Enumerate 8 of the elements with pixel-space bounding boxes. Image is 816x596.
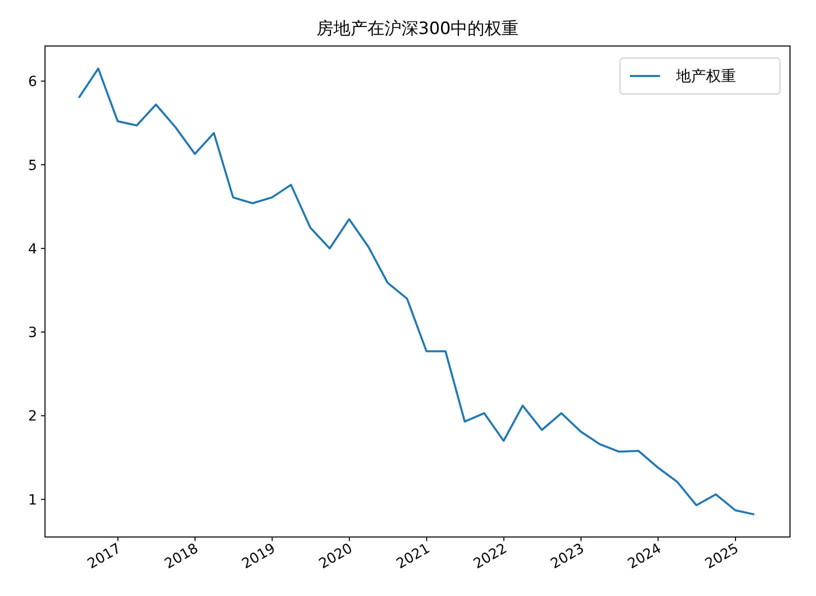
chart-title: 房地产在沪深300中的权重 (316, 19, 519, 39)
y-tick-label: 4 (28, 241, 38, 258)
legend-label: 地产权重 (675, 67, 736, 85)
y-tick-label: 3 (28, 325, 37, 342)
y-tick-label: 6 (28, 74, 38, 90)
y-tick-label: 1 (28, 492, 37, 508)
y-tick-label: 2 (28, 408, 37, 425)
y-tick-label: 5 (28, 158, 37, 174)
